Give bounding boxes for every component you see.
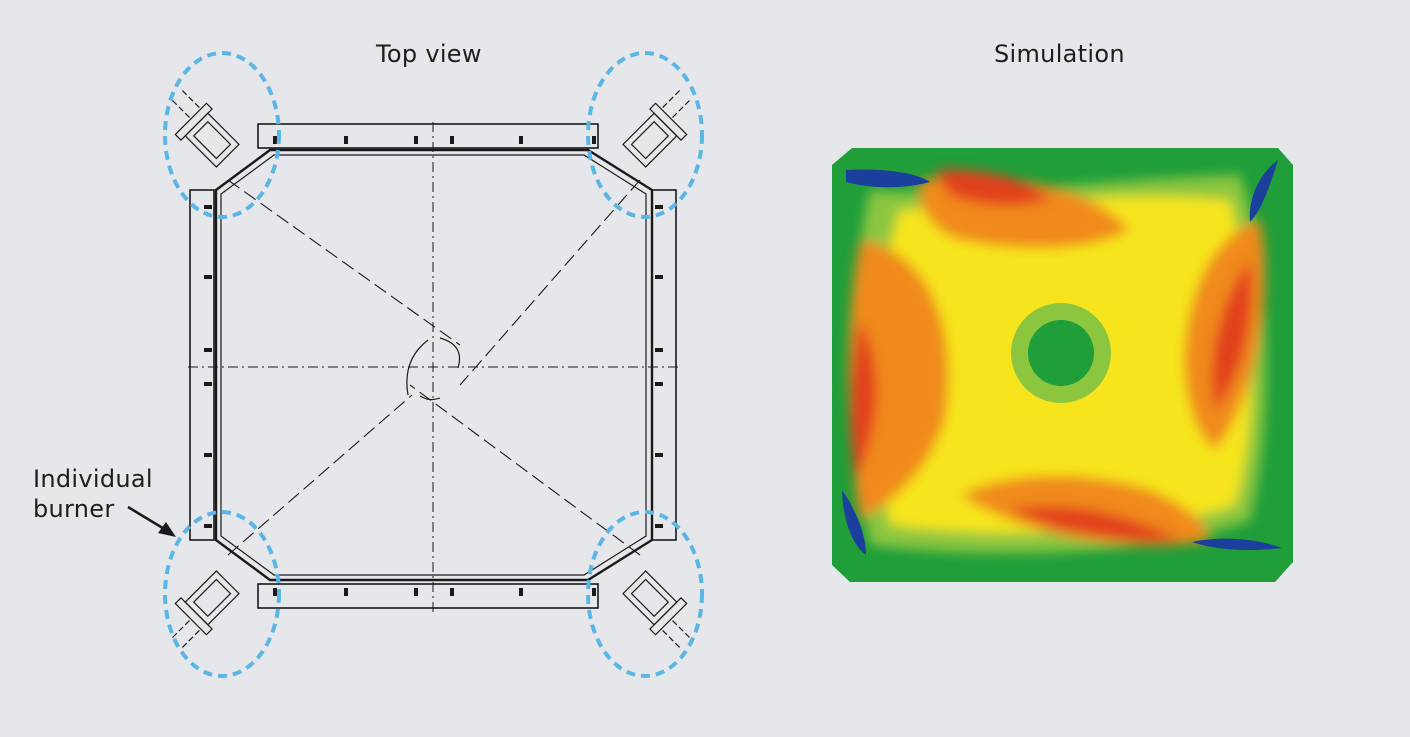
- individual-burner-label: Individual burner: [33, 464, 153, 524]
- burner-br: [622, 570, 690, 648]
- bottom-casing-plate: [257, 583, 599, 609]
- sim-blue-jet-br: [1192, 538, 1282, 550]
- sim-red-core-top: [935, 169, 1050, 206]
- arrow-pointer-icon: [127, 505, 176, 537]
- swirl-arc-2: [439, 337, 461, 369]
- burner-label-line2: burner: [33, 495, 115, 523]
- sim-blue-jet-tl: [846, 169, 930, 188]
- sim-blue-jet-tr: [1249, 160, 1278, 222]
- sim-red-core-right: [1211, 260, 1252, 410]
- highlight-circle-bl: [163, 510, 281, 678]
- top-casing-plate: [257, 123, 599, 149]
- furnace-wall-inner: [220, 154, 647, 576]
- burner-label-line1: Individual: [33, 465, 153, 493]
- highlight-circle-tr: [586, 51, 704, 219]
- sim-red-core-bottom: [1010, 506, 1180, 541]
- jet-line-br: [409, 384, 641, 556]
- wall-brackets: [204, 136, 663, 596]
- sim-blue-jet-bl: [842, 490, 866, 555]
- burner-bl: [172, 570, 240, 648]
- left-casing-plate: [189, 189, 215, 541]
- simulation-title: Simulation: [994, 40, 1125, 68]
- jet-line-tl: [227, 179, 461, 346]
- burner-tl: [172, 90, 240, 168]
- highlight-circle-br: [586, 510, 704, 678]
- jet-line-bl: [227, 394, 413, 556]
- highlight-circle-tl: [163, 51, 281, 219]
- burner-tr: [622, 90, 690, 168]
- sim-red-core-left: [850, 320, 877, 480]
- swirl-arc-1: [406, 339, 429, 396]
- sim-center-green-core: [1028, 320, 1094, 386]
- sim-orange-arm-left: [848, 240, 949, 520]
- jet-line-tr: [459, 179, 641, 386]
- top-view-title: Top view: [376, 40, 482, 68]
- swirl-arc-3: [419, 395, 441, 401]
